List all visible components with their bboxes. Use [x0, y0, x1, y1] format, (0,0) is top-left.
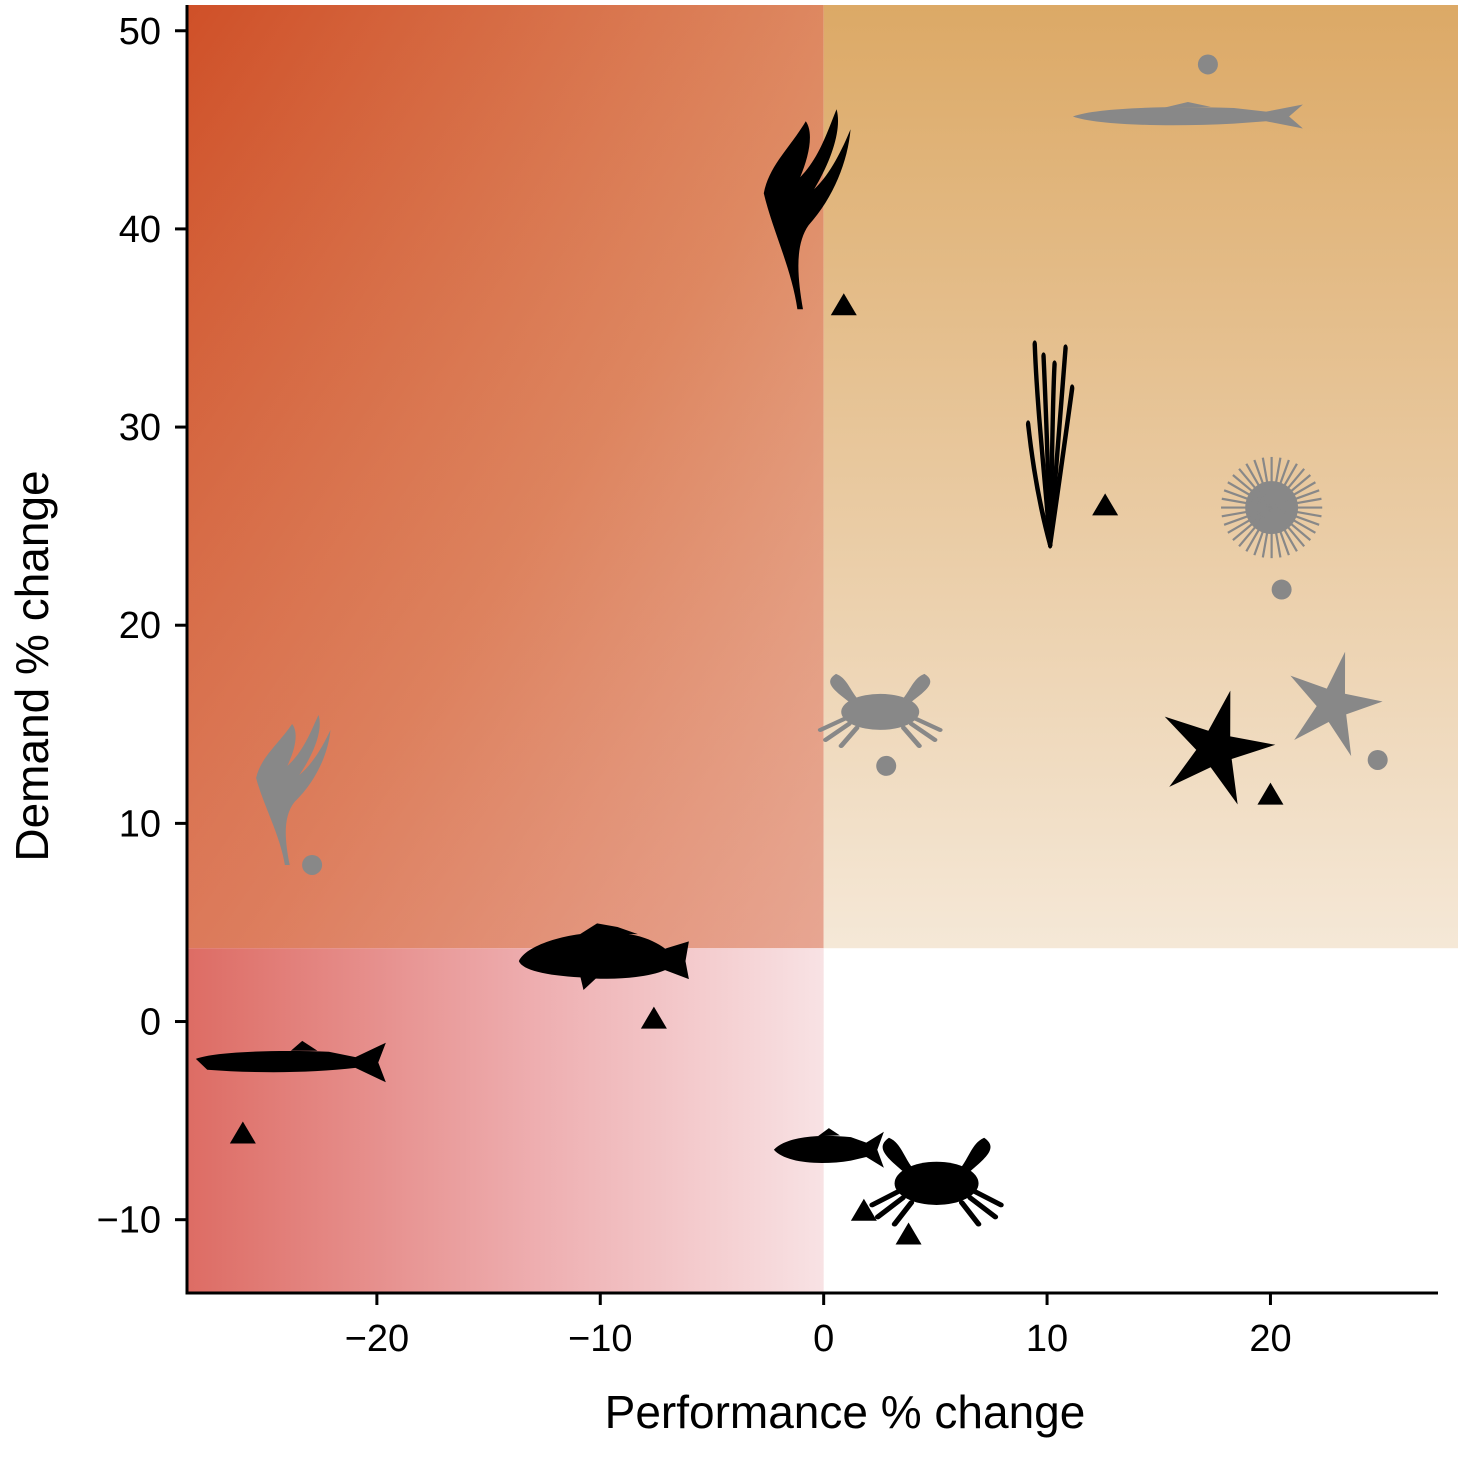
y-axis-title: Demand % change [6, 470, 58, 861]
seagrass-icon [1025, 340, 1075, 549]
salmon-icon [195, 1040, 386, 1083]
fish-icon [1072, 102, 1303, 129]
fish-icon [773, 1128, 884, 1168]
triangle-marker [830, 293, 857, 316]
circle-marker [1271, 579, 1292, 600]
x-tick-label: −10 [568, 1318, 632, 1360]
circle-marker [1197, 54, 1218, 75]
y-tick-label: 50 [119, 11, 161, 53]
sea-star-icon [1290, 651, 1383, 757]
circle-marker [876, 755, 897, 776]
y-tick-label: 40 [119, 209, 161, 251]
y-tick-label: 20 [119, 605, 161, 647]
x-tick-label: 10 [1026, 1318, 1068, 1360]
x-axis-title: Performance % change [605, 1386, 1086, 1438]
crab-icon [817, 673, 943, 748]
triangle-marker [850, 1198, 877, 1221]
crab-icon [869, 1137, 1004, 1227]
rockfish-icon [518, 923, 689, 990]
circle-marker [1367, 749, 1388, 770]
region-top-right [823, 5, 1458, 949]
circle-marker [302, 854, 323, 875]
x-tick-label: −20 [345, 1318, 409, 1360]
data-points [229, 54, 1388, 1245]
sea-urchin-icon [1221, 456, 1323, 559]
y-tick-label: 30 [119, 407, 161, 449]
triangle-marker [229, 1121, 256, 1144]
triangle-marker [1092, 493, 1119, 516]
axes: −20 −10 0 10 20 −10 0 10 20 30 40 50 [97, 5, 1438, 1360]
triangle-marker [640, 1006, 667, 1029]
y-tick-label: −10 [97, 1200, 161, 1242]
kelp-icon [256, 714, 331, 865]
y-tick-label: 0 [140, 1002, 161, 1044]
background-regions [187, 5, 1458, 1293]
x-tick-label: 0 [813, 1318, 834, 1360]
organism-silhouettes [195, 102, 1383, 1227]
region-bottom-left [187, 948, 824, 1293]
kelp-icon [763, 109, 851, 310]
y-tick-label: 10 [119, 803, 161, 845]
triangle-marker [895, 1222, 922, 1245]
sea-star-icon [1164, 690, 1276, 805]
triangle-marker [1257, 782, 1284, 805]
x-tick-label: 20 [1249, 1318, 1291, 1360]
